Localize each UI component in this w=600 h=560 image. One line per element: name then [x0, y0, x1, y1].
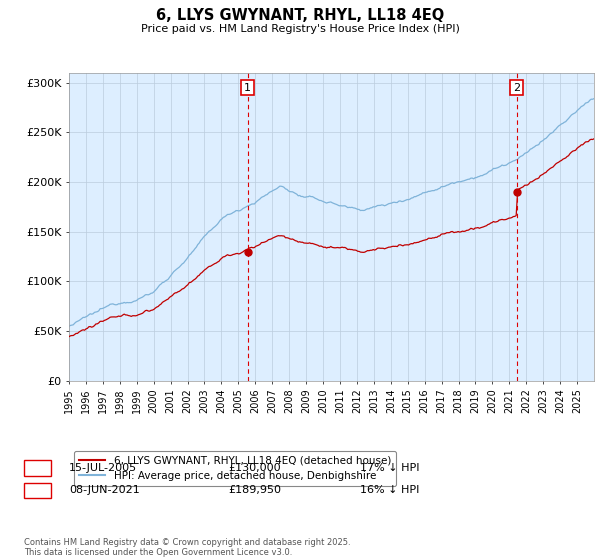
Text: £189,950: £189,950 [228, 485, 281, 495]
Text: Price paid vs. HM Land Registry's House Price Index (HPI): Price paid vs. HM Land Registry's House … [140, 24, 460, 34]
Legend: 6, LLYS GWYNANT, RHYL, LL18 4EQ (detached house), HPI: Average price, detached h: 6, LLYS GWYNANT, RHYL, LL18 4EQ (detache… [74, 451, 397, 486]
Text: 16% ↓ HPI: 16% ↓ HPI [360, 485, 419, 495]
Text: £130,000: £130,000 [228, 463, 281, 473]
Text: 08-JUN-2021: 08-JUN-2021 [69, 485, 140, 495]
Text: 15-JUL-2005: 15-JUL-2005 [69, 463, 137, 473]
Text: 17% ↓ HPI: 17% ↓ HPI [360, 463, 419, 473]
Text: 1: 1 [244, 83, 251, 93]
Text: 1: 1 [34, 463, 41, 473]
Text: 6, LLYS GWYNANT, RHYL, LL18 4EQ: 6, LLYS GWYNANT, RHYL, LL18 4EQ [156, 8, 444, 24]
Text: Contains HM Land Registry data © Crown copyright and database right 2025.
This d: Contains HM Land Registry data © Crown c… [24, 538, 350, 557]
Text: 2: 2 [513, 83, 520, 93]
Text: 2: 2 [34, 485, 41, 495]
